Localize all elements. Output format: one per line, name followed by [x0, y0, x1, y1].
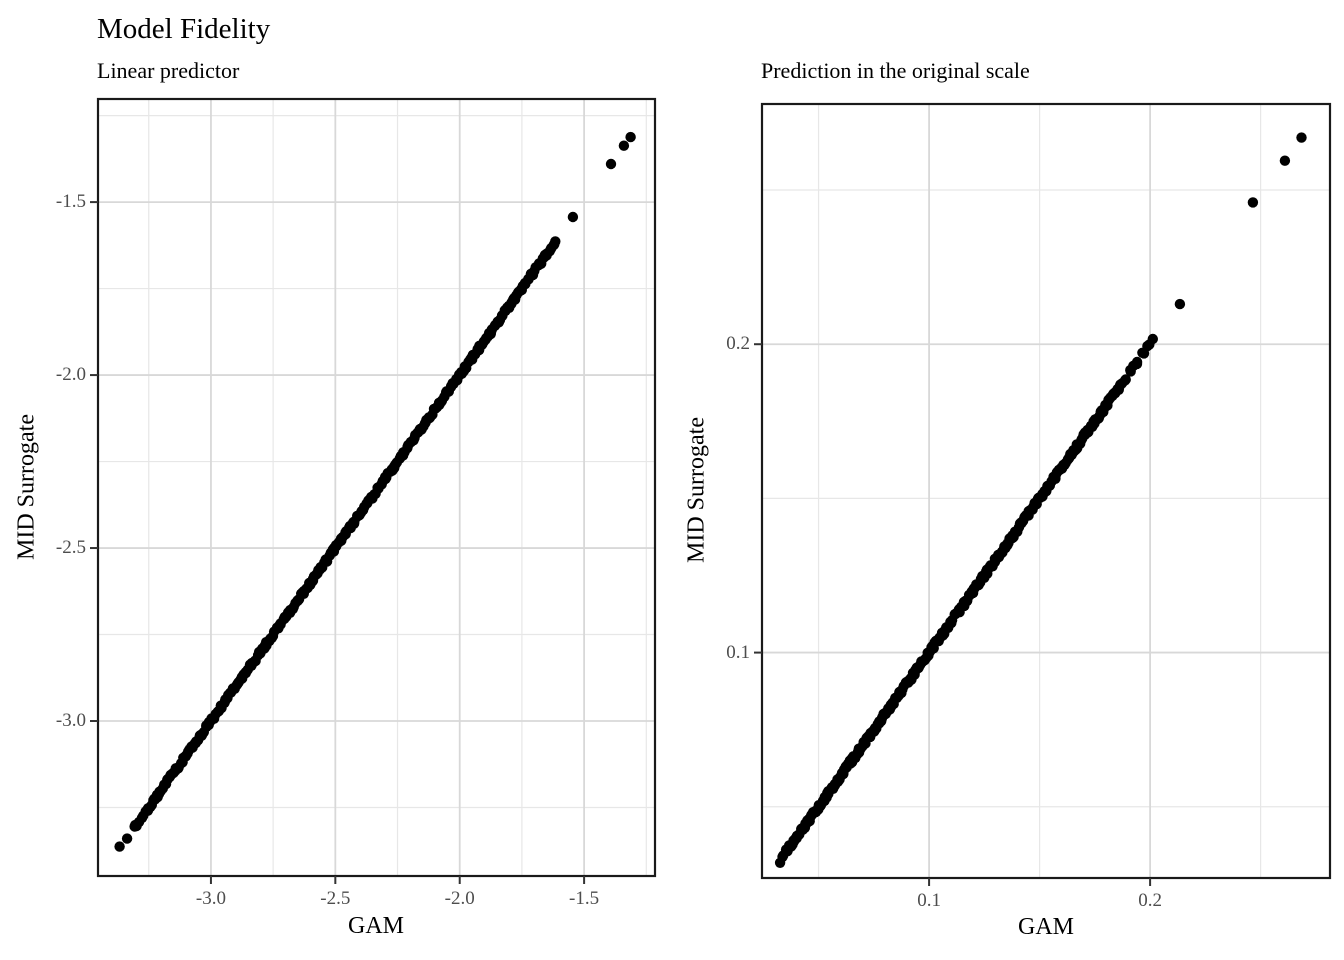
y-tick-label: -3.0 [55, 710, 86, 731]
right-x-axis-title: GAM [1017, 914, 1075, 940]
panel-border [760, 102, 1332, 880]
left-plot-title: Linear predictor [97, 58, 240, 83]
data-point [1131, 356, 1143, 368]
y-tick-label: 0.1 [726, 641, 750, 663]
x-tick-label: 0.1 [917, 890, 941, 911]
data-point [605, 158, 617, 170]
panel-border [96, 97, 657, 878]
data-point [1279, 155, 1291, 166]
data-point [1120, 374, 1131, 385]
y-tick-label: -1.5 [55, 191, 86, 213]
data-point [567, 211, 579, 223]
data-point [121, 833, 133, 844]
data-point [625, 131, 636, 143]
left-x-axis-title: GAM [347, 913, 405, 939]
y-tick-label: 0.2 [726, 333, 750, 355]
data-point [114, 841, 125, 852]
y-tick-label: -2.5 [55, 537, 86, 559]
data-point [1174, 298, 1186, 310]
data-point [1147, 333, 1159, 345]
data-point [1296, 132, 1307, 143]
y-tick-label: -2.0 [55, 364, 86, 386]
right-y-axis-title: MID Surrogate [683, 417, 710, 563]
data-point [550, 236, 561, 247]
plot-main-title: Model Fidelity [97, 13, 271, 45]
x-tick-label: -2.0 [444, 888, 475, 909]
data-point [618, 140, 630, 151]
x-tick-label: -1.5 [569, 888, 600, 909]
data-point [1247, 197, 1259, 208]
x-tick-label: -3.0 [195, 888, 226, 909]
x-tick-label: -2.5 [320, 888, 351, 909]
x-tick-label: 0.2 [1138, 890, 1162, 911]
left-y-axis-title: MID Surrogate [13, 414, 40, 560]
right-plot-title: Prediction in the original scale [761, 58, 1030, 83]
